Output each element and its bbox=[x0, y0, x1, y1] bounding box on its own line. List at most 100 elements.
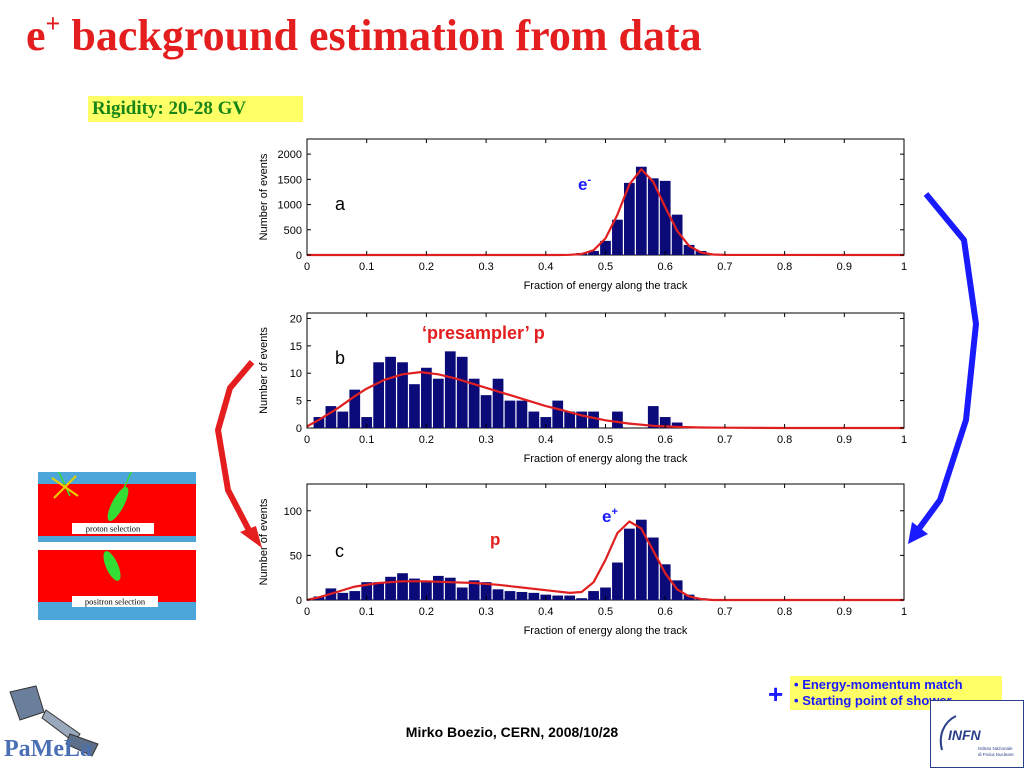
x-tick-label: 0.1 bbox=[359, 261, 374, 273]
y-tick-label: 100 bbox=[284, 506, 302, 518]
footer-credit: Mirko Boezio, CERN, 2008/10/28 bbox=[405, 724, 619, 740]
y-tick-label: 20 bbox=[290, 313, 302, 325]
histogram-bar bbox=[385, 356, 396, 428]
histogram-bar bbox=[576, 411, 587, 428]
y-tick-label: 500 bbox=[284, 225, 302, 237]
histogram-bar bbox=[624, 182, 635, 255]
plot-frame bbox=[306, 138, 905, 256]
proton-shower-icon bbox=[107, 486, 129, 522]
histogram-bar bbox=[337, 592, 349, 600]
histogram-bar bbox=[635, 519, 647, 600]
blue-arrow bbox=[908, 192, 979, 544]
y-tick-label: 1000 bbox=[278, 200, 302, 212]
x-tick-label: 0.4 bbox=[538, 261, 553, 273]
histogram-bar bbox=[683, 244, 695, 255]
panel-label-b: b bbox=[335, 348, 345, 368]
histogram-bar bbox=[480, 395, 492, 428]
histogram-bar bbox=[349, 389, 361, 428]
histogram-panel-a: 0 0.1 0.2 0.3 0.4 0.5 0.6 0.7 0.8 0.9 1 0 500 1000 150… bbox=[258, 138, 907, 292]
y-tick-label: 15 bbox=[290, 341, 302, 353]
x-tick-label: 0.9 bbox=[837, 261, 852, 273]
histogram-bar bbox=[432, 575, 444, 600]
x-tick-label: 0.8 bbox=[777, 434, 792, 446]
histogram-bar bbox=[528, 411, 540, 428]
histogram-bar bbox=[492, 589, 504, 600]
histogram-bar bbox=[504, 591, 516, 600]
detector-sketch: proton selection positron selection bbox=[38, 472, 196, 620]
histogram-bar bbox=[647, 406, 659, 428]
histogram-bar bbox=[349, 591, 361, 600]
histogram-bar bbox=[385, 576, 396, 600]
x-tick-label: 0.5 bbox=[598, 606, 613, 618]
histogram-bar bbox=[612, 562, 623, 600]
histogram-bar bbox=[540, 417, 552, 428]
x-tick-label: 0.6 bbox=[658, 261, 673, 273]
histogram-bar bbox=[409, 578, 420, 600]
x-tick-label: 0.3 bbox=[478, 606, 493, 618]
x-tick-label: 0 bbox=[304, 261, 310, 273]
infn-subtitle-1: Istituto Nazionale bbox=[978, 746, 1013, 751]
infn-wordmark: INFN bbox=[948, 727, 982, 743]
histogram-bar bbox=[635, 166, 647, 255]
pamela-logo: PaMeLa bbox=[4, 685, 99, 762]
histogram-bar bbox=[671, 214, 683, 255]
presampler-proton-annotation: ‘presampler’ p bbox=[422, 323, 545, 343]
x-tick-label: 1 bbox=[901, 261, 907, 273]
histogram-bar bbox=[564, 411, 576, 428]
red-arrow bbox=[215, 360, 262, 548]
y-tick-label: 0 bbox=[296, 595, 302, 607]
histogram-bar bbox=[659, 417, 671, 428]
histogram-bar bbox=[659, 564, 671, 600]
slide-title: e+ background estimation from data bbox=[26, 9, 702, 60]
histogram-bar bbox=[373, 582, 385, 600]
histogram-bar bbox=[397, 362, 408, 428]
x-tick-label: 0.5 bbox=[598, 434, 613, 446]
x-tick-label: 1 bbox=[901, 606, 907, 618]
histogram-bar bbox=[588, 591, 599, 600]
x-axis-label: Fraction of energy along the track bbox=[524, 280, 688, 292]
y-axis-label: Number of events bbox=[258, 327, 270, 414]
selection-cuts-box: • Energy-momentum match • Starting point… bbox=[790, 676, 1002, 710]
histogram-bar bbox=[313, 417, 325, 428]
proton-track-2 bbox=[123, 472, 133, 489]
histogram-bar bbox=[576, 598, 587, 600]
x-tick-label: 0.7 bbox=[717, 261, 732, 273]
histogram-bar bbox=[588, 250, 599, 255]
x-tick-label: 0.2 bbox=[419, 606, 434, 618]
x-tick-label: 0 bbox=[304, 606, 310, 618]
histogram-bar bbox=[373, 362, 385, 428]
x-tick-label: 0.3 bbox=[478, 261, 493, 273]
panel-label-c: c bbox=[335, 541, 344, 561]
positron-selection-label: positron selection bbox=[85, 597, 146, 607]
histogram-bar bbox=[468, 580, 480, 600]
infn-subtitle-2: di Fisica Nucleare bbox=[978, 752, 1014, 757]
cut-item: • Energy-momentum match bbox=[794, 677, 963, 692]
proton-annotation: p bbox=[490, 530, 500, 549]
histogram-bar bbox=[432, 378, 444, 428]
positron-shower-icon bbox=[103, 551, 121, 581]
x-tick-label: 0.6 bbox=[658, 606, 673, 618]
y-axis-label: Number of events bbox=[258, 498, 270, 585]
positron-annotation: e+ bbox=[602, 506, 618, 526]
rigidity-label: Rigidity: 20-28 GV bbox=[88, 96, 303, 122]
histogram-bar bbox=[504, 400, 516, 428]
histogram-bar bbox=[397, 573, 408, 600]
histogram-bar bbox=[647, 537, 659, 600]
histogram-bar bbox=[456, 587, 468, 600]
x-tick-label: 0.8 bbox=[777, 261, 792, 273]
x-tick-label: 0.7 bbox=[717, 434, 732, 446]
histogram-bar bbox=[659, 180, 671, 255]
x-tick-label: 0.7 bbox=[717, 606, 732, 618]
x-tick-label: 0.3 bbox=[478, 434, 493, 446]
fit-curve bbox=[306, 371, 904, 430]
histogram-bar bbox=[444, 577, 456, 600]
x-tick-label: 0.1 bbox=[359, 434, 374, 446]
histogram-bar bbox=[361, 417, 373, 428]
cut-item: • Starting point of shower bbox=[794, 693, 952, 708]
y-tick-label: 0 bbox=[296, 423, 302, 435]
histogram-bar bbox=[480, 582, 492, 600]
histogram-bar bbox=[624, 528, 635, 600]
histogram-bar bbox=[612, 411, 623, 428]
histogram-bar bbox=[421, 582, 432, 600]
x-tick-label: 0.9 bbox=[837, 606, 852, 618]
